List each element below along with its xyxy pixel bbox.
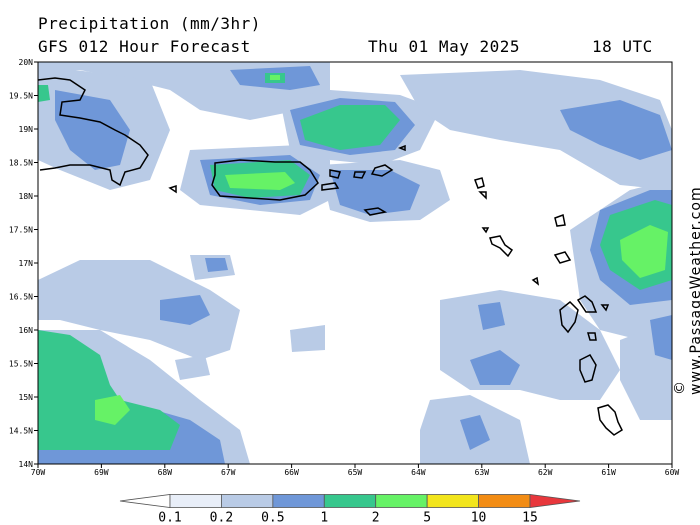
legend-label: 1 [320,511,328,525]
x-tick-label: 63W [475,468,490,477]
y-tick-label: 14N [19,460,34,469]
x-tick-label: 70W [31,468,46,477]
forecast-time: 18 UTC [592,37,653,56]
y-tick-label: 20N [19,58,34,67]
credit-text: © www.PassageWeather.com [672,186,700,395]
y-tick-label: 14.5N [9,427,33,436]
x-tick-label: 66W [284,468,299,477]
y-tick-label: 15.5N [9,360,33,369]
x-tick-label: 64W [411,468,426,477]
legend-swatch [272,494,325,508]
x-tick-label: 65W [348,468,363,477]
y-tick-label: 16N [19,326,34,335]
axis-ticks: 70W 69W 68W 67W 66W 65W 64W 63W 62W 61W 60W 20N 19.5… [9,58,680,477]
precipitation-field [38,62,672,464]
legend-label: 0.1 [158,511,181,525]
y-tick-label: 19.5N [9,92,33,101]
y-tick-label: 19N [19,125,34,134]
y-tick-label: 15N [19,393,34,402]
legend-swatch [221,494,274,508]
legend-label: 10 [471,511,487,525]
x-tick-label: 61W [601,468,616,477]
y-tick-label: 17.5N [9,226,33,235]
x-tick-label: 60W [665,468,680,477]
x-tick-label: 67W [221,468,236,477]
legend-swatch [426,494,479,508]
x-tick-label: 68W [158,468,173,477]
y-tick-label: 16.5N [9,293,33,302]
y-tick-label: 18.5N [9,159,33,168]
y-tick-label: 17N [19,259,34,268]
legend-colorbar: 0.1 0.2 0.5 1 2 5 10 15 [119,494,581,525]
map-subtitle: GFS 012 Hour Forecast [38,37,251,56]
x-tick-label: 62W [538,468,553,477]
legend-label: 0.5 [261,511,284,525]
legend-swatch-max [529,494,581,508]
coastlines [38,77,623,436]
legend-label: 2 [372,511,380,525]
x-tick-label: 69W [94,468,109,477]
map-title: Precipitation (mm/3hr) [38,14,261,33]
legend-swatch [323,494,377,508]
legend-swatch-min [119,494,171,508]
y-tick-label: 18N [19,192,34,201]
legend-swatch [169,494,222,508]
legend-label: 0.2 [210,511,233,525]
legend-label: 15 [522,511,538,525]
forecast-date: Thu 01 May 2025 [368,37,520,56]
legend-swatch [478,494,531,508]
legend-swatch [375,494,428,508]
legend-label: 5 [423,511,431,525]
